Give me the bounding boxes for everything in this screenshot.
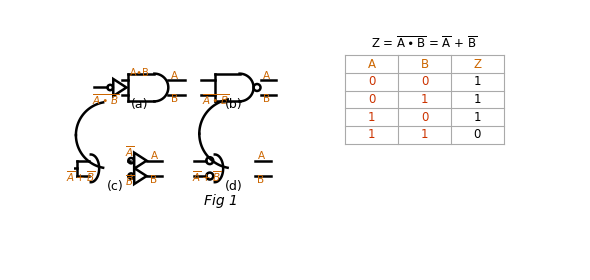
Text: (d): (d) — [225, 180, 243, 193]
Text: A: A — [368, 57, 375, 71]
Text: 0: 0 — [474, 128, 481, 141]
Text: 1: 1 — [474, 75, 481, 88]
Text: 1: 1 — [474, 111, 481, 124]
Text: 0: 0 — [421, 75, 428, 88]
Text: (a): (a) — [131, 97, 148, 111]
Text: $\overline{B}$: $\overline{B}$ — [125, 173, 134, 188]
Text: B: B — [420, 57, 428, 71]
Text: $\overline{A}$: $\overline{A}$ — [125, 144, 135, 159]
Text: (c): (c) — [107, 180, 124, 193]
Text: Z = $\overline{\rm A \bullet B}$ = $\overline{\rm A}$ + $\overline{\rm B}$: Z = $\overline{\rm A \bullet B}$ = $\ove… — [371, 35, 477, 51]
Text: A: A — [150, 151, 158, 161]
Text: 0: 0 — [368, 75, 375, 88]
Text: (b): (b) — [225, 97, 243, 111]
Text: 1: 1 — [368, 128, 375, 141]
Text: $\overline{A \bullet B}$: $\overline{A \bullet B}$ — [92, 92, 119, 106]
Text: B: B — [263, 94, 270, 104]
Text: B: B — [257, 175, 264, 185]
Text: $\overline{A}+\overline{B}$: $\overline{A}+\overline{B}$ — [192, 170, 221, 184]
Text: A$\bullet$B: A$\bullet$B — [129, 66, 149, 78]
Text: B: B — [150, 175, 158, 185]
Text: 0: 0 — [421, 111, 428, 124]
Text: A: A — [263, 71, 270, 81]
Text: A: A — [171, 71, 178, 81]
Text: $\overline{A \bullet B}$: $\overline{A \bullet B}$ — [202, 92, 230, 106]
Text: A: A — [257, 151, 264, 161]
Text: B: B — [171, 94, 178, 104]
Text: 1: 1 — [421, 128, 428, 141]
Text: 0: 0 — [368, 93, 375, 106]
Text: Z: Z — [473, 57, 481, 71]
Text: $\overline{A}+\overline{B}$: $\overline{A}+\overline{B}$ — [66, 170, 96, 184]
Text: Fig 1: Fig 1 — [204, 193, 238, 207]
Text: 1: 1 — [421, 93, 428, 106]
Text: 1: 1 — [368, 111, 375, 124]
Text: 1: 1 — [474, 93, 481, 106]
